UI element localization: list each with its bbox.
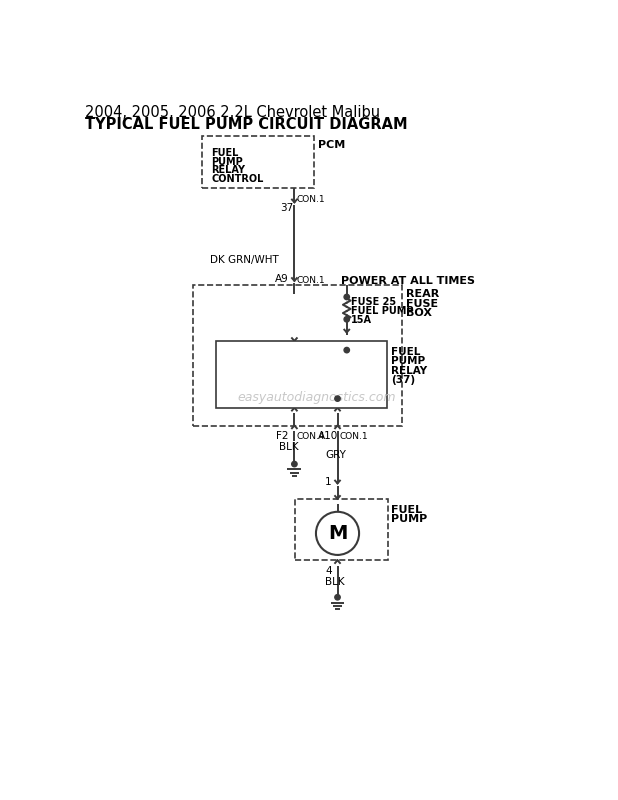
Text: F2: F2 [276, 431, 289, 442]
Text: FUSE: FUSE [406, 298, 438, 309]
Text: BLK: BLK [279, 442, 298, 452]
Text: FUEL: FUEL [391, 505, 423, 515]
Text: TYPICAL FUEL PUMP CIRCUIT DIAGRAM: TYPICAL FUEL PUMP CIRCUIT DIAGRAM [85, 117, 408, 132]
Text: CON.4: CON.4 [297, 432, 325, 441]
Text: FUEL: FUEL [391, 347, 420, 357]
Text: CONTROL: CONTROL [211, 174, 264, 184]
Text: FUSE 25: FUSE 25 [350, 298, 396, 307]
Text: 1: 1 [325, 477, 332, 486]
Circle shape [335, 396, 341, 402]
Text: GRY: GRY [325, 450, 346, 460]
Text: PUMP: PUMP [391, 356, 425, 366]
Text: FUEL: FUEL [211, 148, 239, 158]
Circle shape [292, 462, 297, 466]
Text: RELAY: RELAY [211, 166, 245, 175]
Text: 2004, 2005, 2006 2.2L Chevrolet Malibu: 2004, 2005, 2006 2.2L Chevrolet Malibu [85, 106, 380, 120]
Text: POWER AT ALL TIMES: POWER AT ALL TIMES [341, 276, 475, 286]
Text: (37): (37) [391, 374, 415, 385]
Bar [295, 498, 387, 560]
Text: PUMP: PUMP [391, 514, 428, 524]
Text: A9: A9 [275, 274, 289, 284]
Text: A10: A10 [318, 431, 338, 442]
Text: BLK: BLK [325, 577, 345, 587]
Circle shape [335, 594, 341, 600]
Circle shape [344, 317, 349, 322]
Text: M: M [328, 524, 347, 543]
Text: CON.1: CON.1 [297, 276, 325, 286]
Text: FUEL PUMP: FUEL PUMP [350, 306, 413, 316]
Text: PCM: PCM [318, 140, 345, 150]
Text: easyautodiagnostics.com: easyautodiagnostics.com [237, 391, 396, 404]
Text: CON.1: CON.1 [340, 432, 368, 441]
Text: BOX: BOX [406, 308, 432, 318]
Bar [202, 136, 314, 188]
Text: 37: 37 [281, 203, 294, 214]
Circle shape [344, 347, 349, 353]
Text: CON.1: CON.1 [297, 195, 325, 205]
Text: DK GRN/WHT: DK GRN/WHT [210, 255, 279, 265]
Text: 4: 4 [325, 566, 332, 576]
Text: PUMP: PUMP [211, 157, 243, 167]
Text: REAR: REAR [406, 290, 439, 299]
Bar [216, 341, 387, 408]
Text: RELAY: RELAY [391, 366, 427, 375]
Bar [193, 285, 402, 426]
Circle shape [344, 294, 349, 300]
Text: 15A: 15A [350, 315, 371, 325]
